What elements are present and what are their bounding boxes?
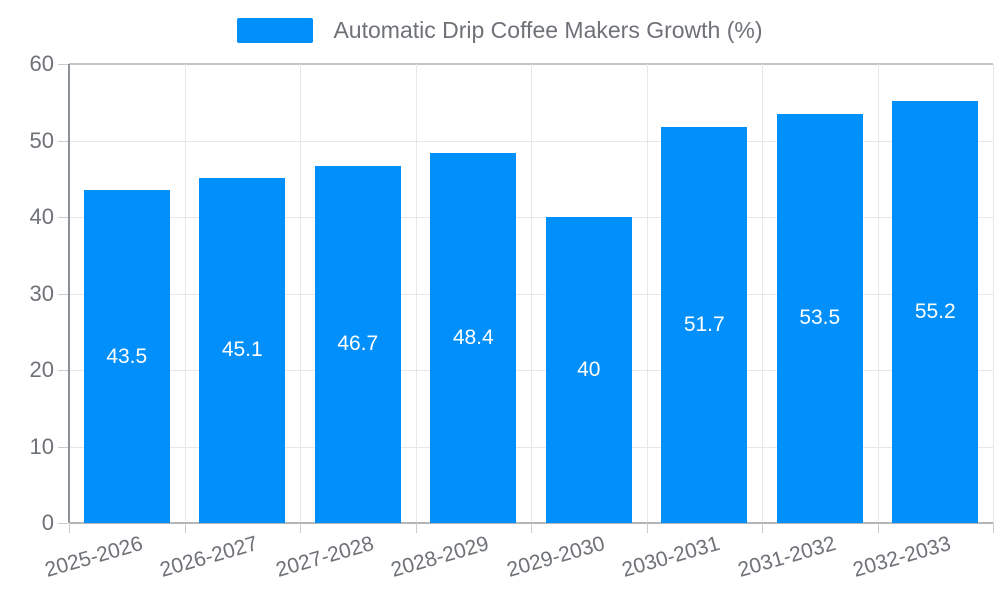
plot-area: 43.5 45.1 46.7 48.4 40 51.7 53.5 55.2 xyxy=(68,63,994,524)
y-axis-tick-label: 20 xyxy=(29,357,54,382)
bar[interactable]: 53.5 xyxy=(776,113,863,523)
x-axis-tick xyxy=(531,523,532,533)
y-axis-tick-label: 0 xyxy=(41,510,54,535)
x-axis-tick xyxy=(184,523,186,533)
bar-value-label: 46.7 xyxy=(337,332,379,356)
y-axis-tick-label: 30 xyxy=(29,280,54,306)
chart-legend: Automatic Drip Coffee Makers Growth (%) xyxy=(0,12,1000,48)
y-axis-tick-label: 60 xyxy=(29,51,54,76)
legend-swatch[interactable] xyxy=(237,17,314,43)
y-axis-tick xyxy=(58,217,68,218)
x-axis-tick xyxy=(300,523,301,533)
bar-value-label: 40 xyxy=(577,358,601,381)
legend-label[interactable]: Automatic Drip Coffee Makers Growth (%) xyxy=(333,16,763,43)
bar-value-label: 43.5 xyxy=(106,344,148,368)
gridline-vertical xyxy=(993,64,994,523)
gridline-vertical xyxy=(762,64,763,523)
y-axis-tick xyxy=(58,293,68,295)
gridline-vertical xyxy=(646,64,648,523)
y-axis-line xyxy=(68,64,70,523)
gridline-vertical xyxy=(531,64,532,523)
bar[interactable]: 43.5 xyxy=(83,190,170,523)
bar[interactable]: 46.7 xyxy=(314,165,401,523)
x-axis-tick xyxy=(877,523,879,533)
y-axis-tick xyxy=(58,64,68,65)
x-axis-tick xyxy=(69,523,70,533)
y-axis-tick-label: 50 xyxy=(29,127,54,153)
y-axis-tick xyxy=(58,446,68,448)
bar[interactable]: 45.1 xyxy=(199,177,286,523)
gridline-vertical xyxy=(184,64,186,523)
gridline-vertical xyxy=(877,64,879,523)
y-axis-tick xyxy=(58,370,68,371)
x-axis-tick xyxy=(993,523,994,533)
y-axis-tick xyxy=(58,140,68,142)
bar[interactable]: 55.2 xyxy=(892,100,979,523)
bar[interactable]: 51.7 xyxy=(661,127,748,523)
bar-value-label: 51.7 xyxy=(683,313,725,337)
gridline-vertical xyxy=(415,64,417,523)
x-axis-tick xyxy=(762,523,763,533)
y-axis-tick-label: 10 xyxy=(29,433,54,459)
bar-value-label: 53.5 xyxy=(799,306,841,330)
gridline-vertical xyxy=(300,64,301,523)
x-axis-tick xyxy=(415,523,417,533)
bar-value-label: 55.2 xyxy=(914,299,956,323)
y-axis-tick-label: 40 xyxy=(29,204,54,229)
bar[interactable]: 48.4 xyxy=(430,152,517,523)
bar-value-label: 45.1 xyxy=(221,338,263,362)
y-axis-tick xyxy=(58,523,68,524)
bar-value-label: 48.4 xyxy=(452,325,494,349)
x-axis-tick xyxy=(646,523,648,533)
bar[interactable]: 40 xyxy=(545,217,632,523)
